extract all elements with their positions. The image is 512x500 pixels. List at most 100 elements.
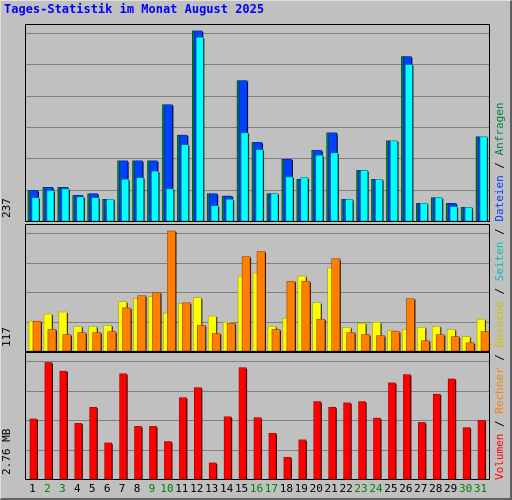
visits-panel-rechner-bar-21 bbox=[331, 258, 341, 351]
volume-panel-volumen-bar-20 bbox=[313, 401, 322, 479]
volume-panel-volumen-bar-5 bbox=[89, 406, 98, 479]
requests-panel-seiten-bar-5 bbox=[91, 197, 100, 221]
volume-panel-volumen-bar-31 bbox=[477, 420, 486, 479]
requests-panel-seiten-bar-23 bbox=[360, 170, 368, 221]
visits-panel-rechner-bar-26 bbox=[406, 298, 415, 351]
visits-panel-rechner-bar-17 bbox=[271, 329, 281, 351]
volume-panel-volumen-bar-17 bbox=[268, 433, 277, 479]
visits-panel-rechner-bar-10 bbox=[167, 230, 176, 351]
requests-panel-seiten-bar-18 bbox=[285, 176, 294, 221]
visits-panel-rechner-bar-13 bbox=[211, 333, 221, 351]
requests-panel-seiten-bar-14 bbox=[225, 199, 234, 221]
visits-panel-rechner-bar-16 bbox=[256, 251, 266, 351]
requests-panel-seiten-bar-1 bbox=[31, 197, 40, 221]
visits-panel-rechner-bar-29 bbox=[450, 336, 460, 351]
day-label-5: 5 bbox=[88, 482, 96, 495]
requests-panel-seiten-bar-30 bbox=[464, 207, 473, 221]
volume-panel-volumen-bar-16 bbox=[253, 417, 262, 479]
volume-panel-volumen-bar-9 bbox=[149, 426, 157, 479]
requests-panel-seiten-bar-13 bbox=[210, 205, 219, 221]
volume-panel-volumen-bar-7 bbox=[119, 373, 127, 479]
day-label-13: 13 bbox=[205, 482, 219, 495]
visits-panel-rechner-bar-28 bbox=[435, 334, 445, 351]
day-label-23: 23 bbox=[354, 482, 368, 495]
visits-panel-rechner-bar-31 bbox=[480, 331, 489, 351]
requests-panel-seiten-bar-26 bbox=[405, 64, 413, 221]
volume-panel-volumen-bar-18 bbox=[283, 456, 292, 479]
volume-panel-volumen-bar-1 bbox=[29, 418, 38, 479]
visits-panel-rechner-bar-19 bbox=[301, 280, 311, 351]
day-label-27: 27 bbox=[414, 482, 428, 495]
requests-panel-seiten-bar-16 bbox=[255, 149, 264, 221]
day-label-31: 31 bbox=[473, 482, 488, 495]
day-label-15: 15 bbox=[234, 482, 249, 495]
volume-panel-volumen-bar-8 bbox=[134, 426, 142, 479]
legend-dateien: Dateien bbox=[493, 175, 506, 222]
volume-panel-volumen-bar-4 bbox=[74, 423, 83, 479]
visits-panel-rechner-bar-8 bbox=[137, 295, 146, 351]
requests-panel-seiten-bar-25 bbox=[390, 140, 398, 221]
day-label-29: 29 bbox=[444, 482, 458, 495]
volume-panel-volumen-bar-22 bbox=[343, 402, 351, 479]
requests-panel-seiten-bar-29 bbox=[449, 206, 458, 221]
volume-panel-plot bbox=[26, 361, 489, 479]
visits-panel-rechner-bar-14 bbox=[226, 323, 236, 351]
day-label-19: 19 bbox=[294, 482, 308, 495]
day-label-11: 11 bbox=[175, 482, 189, 495]
day-label-20: 20 bbox=[309, 482, 323, 495]
visits-panel-rechner-bar-7 bbox=[122, 307, 131, 351]
legend-sep-4: / bbox=[493, 221, 506, 242]
legend: Volumen / Rechner / Besuche / Seiten / D… bbox=[493, 102, 511, 480]
requests-panel-seiten-bar-4 bbox=[76, 196, 85, 221]
requests-panel-seiten-bar-10 bbox=[166, 188, 174, 221]
day-label-26: 26 bbox=[399, 482, 413, 495]
requests-panel bbox=[25, 24, 490, 222]
requests-panel-seiten-bar-21 bbox=[330, 152, 339, 221]
volume-panel-volumen-bar-10 bbox=[164, 441, 172, 479]
day-label-28: 28 bbox=[429, 482, 443, 495]
requests-panel-seiten-bar-20 bbox=[315, 154, 324, 221]
volume-panel-volumen-bar-28 bbox=[432, 393, 441, 479]
volume-panel-volumen-bar-25 bbox=[388, 382, 396, 479]
volume-panel-volumen-bar-6 bbox=[104, 442, 112, 479]
requests-panel-seiten-bar-19 bbox=[300, 177, 309, 221]
requests-panel-dateien-bar-10 bbox=[164, 104, 173, 221]
volume-panel-volumen-bar-24 bbox=[373, 417, 381, 479]
requests-panel-seiten-bar-8 bbox=[136, 177, 144, 221]
visits-panel-rechner-bar-2 bbox=[47, 329, 57, 351]
visits-panel-plot bbox=[26, 230, 489, 351]
volume-panel-volumen-bar-27 bbox=[418, 422, 426, 479]
legend-anfragen: Anfragen bbox=[493, 102, 506, 156]
visits-panel-rechner-bar-23 bbox=[361, 334, 370, 351]
visits-panel-rechner-bar-15 bbox=[241, 256, 251, 351]
visits-panel-rechner-bar-4 bbox=[77, 332, 87, 351]
visits-panel-rechner-bar-20 bbox=[316, 318, 326, 351]
day-label-1: 1 bbox=[29, 482, 36, 495]
legend-sep-5: / bbox=[493, 155, 506, 176]
visits-panel-rechner-bar-27 bbox=[421, 340, 430, 351]
requests-panel-seiten-bar-22 bbox=[345, 199, 353, 221]
requests-panel-seiten-bar-27 bbox=[420, 203, 428, 221]
volume-panel-volumen-bar-12 bbox=[193, 387, 202, 479]
day-label-2: 2 bbox=[44, 482, 51, 495]
day-label-4: 4 bbox=[73, 482, 81, 495]
day-label-18: 18 bbox=[279, 482, 293, 495]
legend-sep-2: / bbox=[493, 347, 506, 368]
day-label-25: 25 bbox=[384, 482, 398, 495]
visits-panel-rechner-bar-18 bbox=[286, 280, 296, 351]
volume-panel bbox=[25, 352, 490, 480]
legend-rechner: Rechner bbox=[493, 367, 506, 414]
legend-volumen: Volumen bbox=[493, 433, 506, 480]
requests-panel-seiten-bar-28 bbox=[434, 197, 443, 221]
day-label-24: 24 bbox=[369, 482, 383, 495]
day-label-10: 10 bbox=[160, 482, 174, 495]
day-label-3: 3 bbox=[59, 482, 66, 495]
visits-panel-rechner-bar-1 bbox=[32, 320, 42, 351]
day-label-21: 21 bbox=[324, 482, 338, 495]
day-axis: 1 2 3 4 5 6 7 8 9 10 11 12 13 14 15 16 17 18 19 20 21 22 23 24 2… bbox=[25, 482, 490, 496]
volume-panel-volumen-bar-2 bbox=[44, 362, 53, 479]
day-label-22: 22 bbox=[339, 482, 353, 495]
ymax-label-volume: 2.76 MB bbox=[0, 428, 13, 475]
volume-panel-volumen-bar-30 bbox=[462, 427, 471, 479]
chart-title: Tages-Statistik im Monat August 2025 bbox=[4, 2, 265, 16]
